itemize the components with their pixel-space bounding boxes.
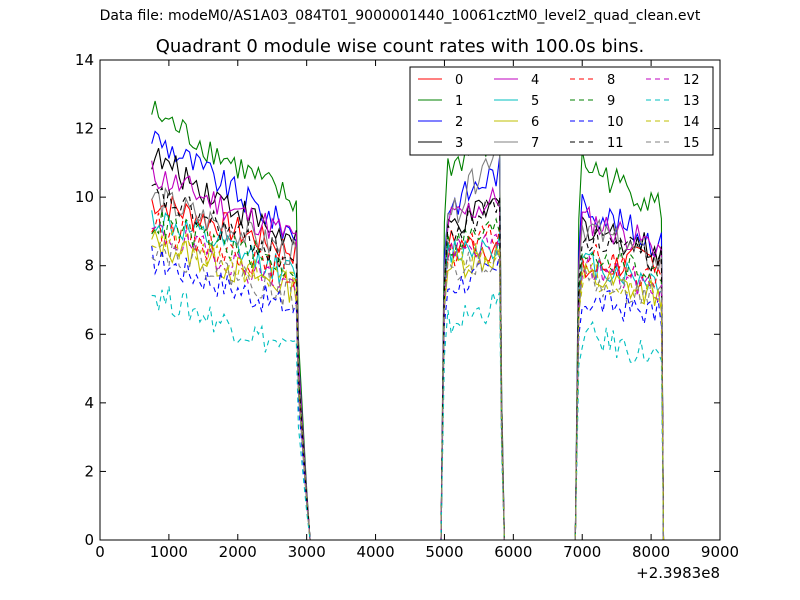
series-line-6: [151, 229, 665, 541]
legend-label-12: 12: [683, 73, 700, 88]
legend-label-0: 0: [455, 73, 463, 88]
chart-title: Quadrant 0 module wise count rates with …: [155, 36, 645, 57]
x-offset-label: +2.3983e8: [636, 564, 720, 582]
y-tick-label: 2: [84, 462, 94, 480]
legend-label-6: 6: [531, 115, 539, 130]
legend-label-1: 1: [455, 94, 463, 109]
x-tick-label: 9000: [701, 543, 739, 561]
x-axis: 0 1000 2000 3000 4000 5000 6000 7000 8000 9000: [95, 60, 739, 561]
y-tick-label: 8: [84, 257, 94, 275]
series-lines-group: [151, 100, 665, 541]
series-line-0: [151, 196, 665, 541]
x-tick-label: 3000: [288, 543, 326, 561]
plot-frame: [99, 59, 721, 541]
x-tick-label: 7000: [563, 543, 601, 561]
legend-label-15: 15: [683, 136, 700, 151]
series-line-14: [151, 230, 665, 541]
legend-label-7: 7: [531, 136, 539, 151]
y-tick-label: 6: [84, 325, 94, 343]
x-tick-label: 6000: [494, 543, 532, 561]
legend-label-9: 9: [607, 94, 615, 109]
legend-box: [409, 66, 714, 156]
y-tick-label: 14: [75, 51, 94, 69]
series-line-10: [151, 245, 665, 541]
legend-label-11: 11: [607, 136, 624, 151]
series-line-13: [151, 285, 665, 541]
x-tick-label: 1000: [150, 543, 188, 561]
x-tick-label: 5000: [425, 543, 463, 561]
legend-label-2: 2: [455, 115, 463, 130]
series-line-9: [151, 210, 665, 541]
y-tick-label: 12: [75, 120, 94, 138]
legend-label-5: 5: [531, 94, 539, 109]
legend-label-8: 8: [607, 73, 615, 88]
y-tick-label: 4: [84, 394, 94, 412]
legend-label-13: 13: [683, 94, 700, 109]
x-tick-label: 2000: [219, 543, 257, 561]
legend-label-4: 4: [531, 73, 539, 88]
series-line-1: [151, 100, 665, 541]
x-tick-label: 0: [95, 543, 105, 561]
figure-suptitle: Data file: modeM0/AS1A03_084T01_90000014…: [99, 8, 701, 24]
legend-label-3: 3: [455, 136, 463, 151]
y-tick-label: 10: [75, 188, 94, 206]
legend-label-14: 14: [683, 115, 700, 130]
legend-label-10: 10: [607, 115, 624, 130]
series-line-2: [151, 130, 665, 541]
series-line-5: [151, 210, 665, 541]
x-tick-label: 4000: [356, 543, 394, 561]
series-line-11: [151, 183, 665, 541]
series-line-15: [151, 241, 665, 541]
x-tick-label: 8000: [632, 543, 670, 561]
y-tick-label: 0: [84, 531, 94, 549]
